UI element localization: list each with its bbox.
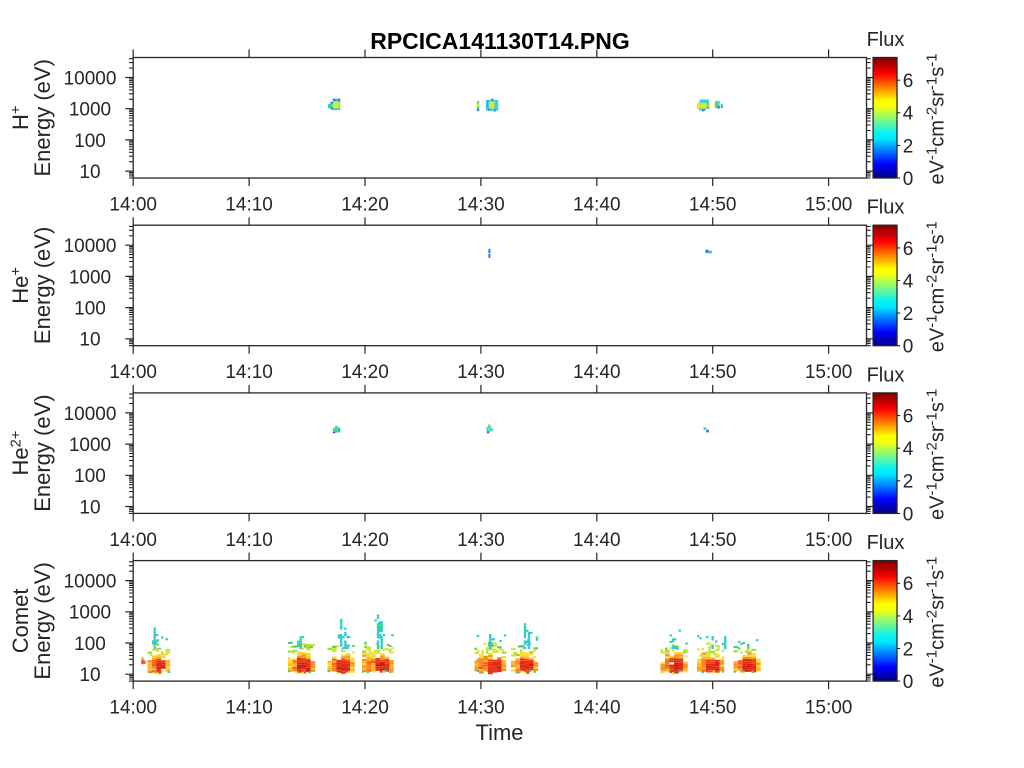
- svg-text:10000: 10000: [64, 68, 117, 89]
- svg-text:4: 4: [903, 607, 914, 628]
- svg-text:6: 6: [903, 71, 914, 92]
- svg-text:14:10: 14:10: [225, 530, 273, 551]
- svg-text:RPCICA141130T14.PNG: RPCICA141130T14.PNG: [370, 28, 630, 54]
- svg-text:15:00: 15:00: [805, 530, 853, 551]
- svg-text:4: 4: [903, 104, 914, 125]
- svg-text:14:00: 14:00: [109, 195, 157, 216]
- svg-text:14:30: 14:30: [457, 530, 505, 551]
- svg-text:14:50: 14:50: [689, 530, 737, 551]
- svg-text:6: 6: [903, 574, 914, 595]
- svg-text:1000: 1000: [69, 603, 111, 624]
- svg-text:100: 100: [74, 634, 106, 655]
- svg-text:2: 2: [903, 472, 914, 493]
- svg-text:10000: 10000: [64, 404, 117, 425]
- svg-text:2: 2: [903, 136, 914, 157]
- svg-text:15:00: 15:00: [805, 195, 853, 216]
- svg-text:Time: Time: [475, 720, 523, 745]
- svg-text:Flux: Flux: [867, 532, 905, 554]
- svg-text:2: 2: [903, 304, 914, 325]
- svg-text:10000: 10000: [64, 236, 117, 257]
- svg-text:Energy (eV): Energy (eV): [30, 59, 55, 176]
- svg-text:0: 0: [903, 672, 914, 693]
- svg-text:10: 10: [79, 162, 100, 183]
- svg-text:100: 100: [74, 299, 106, 320]
- svg-text:6: 6: [903, 407, 914, 428]
- svg-text:0: 0: [903, 169, 914, 190]
- svg-text:Flux: Flux: [867, 197, 905, 219]
- svg-text:14:30: 14:30: [457, 195, 505, 216]
- svg-text:10: 10: [79, 665, 100, 686]
- svg-text:14:40: 14:40: [573, 195, 621, 216]
- svg-text:14:10: 14:10: [225, 195, 273, 216]
- svg-text:10: 10: [79, 497, 100, 518]
- svg-text:1000: 1000: [69, 267, 111, 288]
- svg-text:14:10: 14:10: [225, 698, 273, 719]
- svg-text:4: 4: [903, 439, 914, 460]
- svg-text:1000: 1000: [69, 100, 111, 121]
- svg-text:Comet: Comet: [8, 589, 33, 654]
- svg-text:14:00: 14:00: [109, 698, 157, 719]
- svg-text:14:20: 14:20: [341, 195, 389, 216]
- svg-text:15:00: 15:00: [805, 362, 853, 383]
- svg-text:1000: 1000: [69, 435, 111, 456]
- svg-text:14:40: 14:40: [573, 362, 621, 383]
- svg-text:eV-1cm-2sr-1s-1: eV-1cm-2sr-1s-1: [924, 221, 949, 352]
- svg-text:14:30: 14:30: [457, 698, 505, 719]
- svg-text:14:00: 14:00: [109, 530, 157, 551]
- svg-text:14:50: 14:50: [689, 698, 737, 719]
- svg-text:100: 100: [74, 131, 106, 152]
- svg-text:Energy (eV): Energy (eV): [30, 394, 55, 511]
- svg-text:14:00: 14:00: [109, 362, 157, 383]
- svg-text:10: 10: [79, 330, 100, 351]
- svg-text:14:10: 14:10: [225, 362, 273, 383]
- svg-text:Flux: Flux: [867, 364, 905, 386]
- svg-text:4: 4: [903, 271, 914, 292]
- svg-text:0: 0: [903, 337, 914, 358]
- svg-text:2: 2: [903, 639, 914, 660]
- svg-text:14:40: 14:40: [573, 530, 621, 551]
- svg-text:0: 0: [903, 504, 914, 525]
- svg-text:14:20: 14:20: [341, 530, 389, 551]
- svg-text:Energy (eV): Energy (eV): [30, 227, 55, 344]
- svg-text:14:20: 14:20: [341, 362, 389, 383]
- svg-text:14:40: 14:40: [573, 698, 621, 719]
- svg-text:100: 100: [74, 466, 106, 487]
- svg-text:14:20: 14:20: [341, 698, 389, 719]
- svg-text:14:50: 14:50: [689, 362, 737, 383]
- svg-text:15:00: 15:00: [805, 698, 853, 719]
- svg-text:10000: 10000: [64, 572, 117, 593]
- svg-text:6: 6: [903, 239, 914, 260]
- svg-text:Energy (eV): Energy (eV): [30, 562, 55, 679]
- svg-text:Flux: Flux: [867, 29, 905, 51]
- svg-text:14:30: 14:30: [457, 362, 505, 383]
- svg-text:14:50: 14:50: [689, 195, 737, 216]
